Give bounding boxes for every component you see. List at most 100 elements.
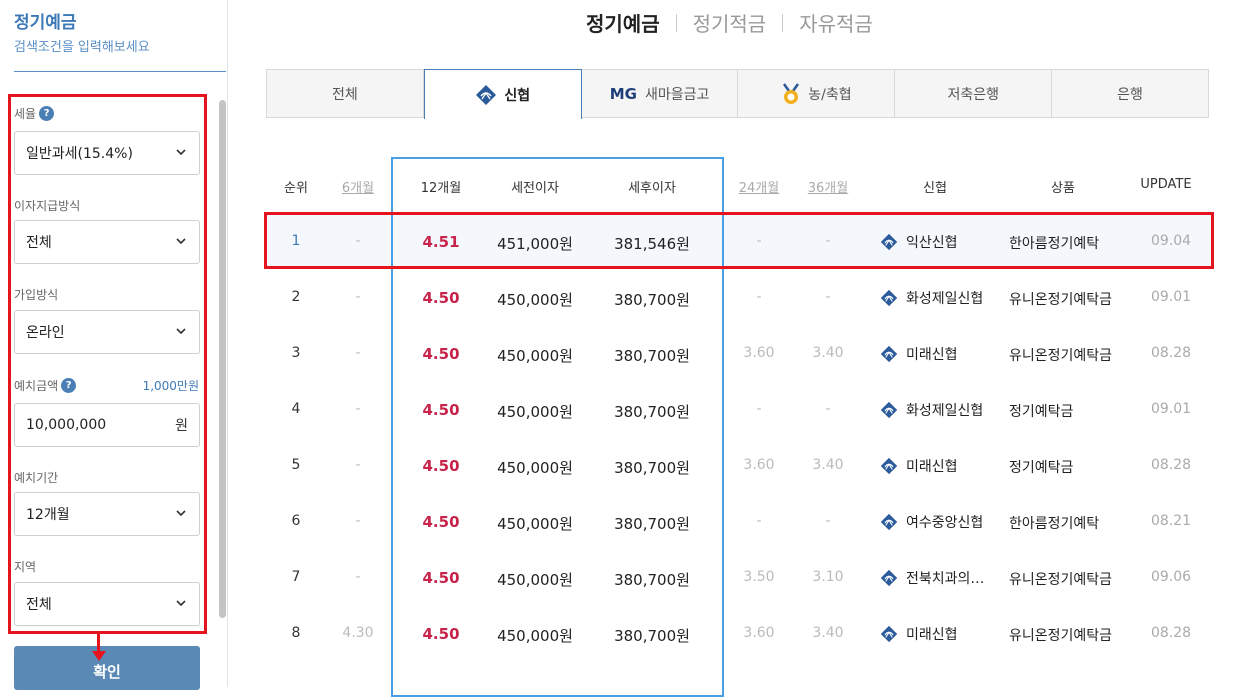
tab-nonghyup[interactable]: 농/축협 [738, 70, 896, 117]
filter-sidebar: 정기예금 검색조건을 입력해보세요 세율 ? 일반과세(15.4%) 이자지급방… [0, 0, 228, 690]
rate-6-month-cell: - [355, 289, 361, 305]
rate-36-month-cell: - [825, 233, 831, 249]
region-select[interactable]: 전체 [14, 582, 200, 626]
bank-cell[interactable]: 전북치과의… [880, 568, 984, 588]
tab-label: 농/축협 [808, 86, 852, 103]
update-cell: 09.04 [1150, 233, 1192, 249]
help-icon[interactable]: ? [61, 378, 77, 393]
header-36-month[interactable]: 36개월 [807, 181, 849, 196]
product-cell[interactable]: 유니온정기예탁금 [1009, 292, 1113, 308]
header-rank: 순위 [284, 181, 308, 196]
tax-label: 세율 ? [14, 105, 55, 122]
aftertax-interest-cell: 381,546원 [614, 235, 690, 253]
pretax-interest-cell: 450,000원 [497, 515, 573, 533]
chevron-down-icon [176, 238, 186, 245]
period-label: 예치기간 [14, 471, 59, 485]
rate-24-month-cell: - [756, 401, 762, 417]
pretax-interest-cell: 450,000원 [497, 347, 573, 365]
shinhyup-logo-icon [880, 401, 898, 419]
tab-fixed-deposit[interactable]: 정기예금 [586, 12, 660, 36]
product-cell[interactable]: 유니온정기예탁금 [1009, 572, 1113, 588]
bank-cell[interactable]: 화성제일신협 [880, 288, 983, 308]
rate-6-month-cell: - [355, 457, 361, 473]
divider [782, 13, 784, 32]
tab-savings-bank[interactable]: 저축은행 [895, 70, 1053, 117]
rank-cell: 6 [291, 513, 301, 529]
pretax-interest-cell: 450,000원 [497, 291, 573, 309]
tax-label-text: 세율 [14, 107, 37, 121]
tab-all[interactable]: 전체 [267, 70, 424, 117]
rate-24-month-cell: 3.60 [743, 457, 775, 473]
pretax-interest-cell: 450,000원 [497, 627, 573, 645]
tab-bank[interactable]: 은행 [1052, 70, 1208, 117]
shinhyup-logo-icon [475, 84, 497, 106]
rank-cell: 3 [291, 345, 301, 361]
nonghyup-logo-icon [781, 82, 801, 105]
deposit-amount-input[interactable]: 10,000,000 원 [14, 403, 200, 447]
tax-value: 일반과세(15.4%) [26, 146, 133, 162]
tab-shinhyup[interactable]: 신협 [423, 69, 582, 119]
bank-name: 익산신협 [906, 235, 958, 251]
interest-method-select[interactable]: 전체 [14, 220, 200, 264]
header-12-month[interactable]: 12개월 [420, 181, 462, 196]
bank-name: 미래신협 [906, 627, 958, 643]
confirm-button[interactable]: 확인 [14, 646, 200, 690]
rate-24-month-cell: 3.60 [743, 345, 775, 361]
deposit-amount-hint: 1,000만원 [142, 379, 199, 393]
product-cell[interactable]: 한아름정기예탁 [1009, 516, 1100, 532]
update-cell: 08.28 [1150, 625, 1192, 641]
rate-36-month-cell: - [825, 513, 831, 529]
tab-free-savings[interactable]: 자유적금 [799, 12, 873, 36]
join-method-label: 가입방식 [14, 288, 59, 302]
product-cell[interactable]: 정기예탁금 [1009, 404, 1074, 420]
header-6-month[interactable]: 6개월 [341, 181, 375, 196]
header-aftertax: 세후이자 [628, 181, 676, 196]
join-method-select[interactable]: 온라인 [14, 310, 200, 354]
shinhyup-logo-icon [880, 233, 898, 251]
divider [675, 13, 677, 32]
bank-cell[interactable]: 여수중앙신협 [880, 512, 983, 532]
pretax-interest-cell: 450,000원 [497, 571, 573, 589]
tab-mg[interactable]: MG 새마을금고 [582, 70, 739, 117]
bank-cell[interactable]: 익산신협 [880, 232, 958, 252]
rate-12-month-cell: 4.50 [422, 569, 460, 587]
update-cell: 09.06 [1150, 569, 1192, 585]
product-cell[interactable]: 한아름정기예탁 [1009, 236, 1100, 252]
rank-cell: 1 [291, 233, 301, 249]
deposit-amount-label: 예치금액 ? [14, 377, 77, 394]
shinhyup-logo-icon [880, 289, 898, 307]
bank-cell[interactable]: 화성제일신협 [880, 400, 983, 420]
rate-6-month-cell: - [355, 233, 361, 249]
bank-cell[interactable]: 미래신협 [880, 456, 958, 476]
pretax-interest-cell: 450,000원 [497, 403, 573, 421]
shinhyup-logo-icon [880, 345, 898, 363]
pretax-interest-cell: 451,000원 [497, 235, 573, 253]
rate-6-month-cell: - [355, 513, 361, 529]
sidebar-scrollbar[interactable] [219, 100, 226, 618]
rate-24-month-cell: 3.50 [743, 569, 775, 585]
tax-select[interactable]: 일반과세(15.4%) [14, 131, 200, 175]
period-select[interactable]: 12개월 [14, 492, 200, 536]
rate-36-month-cell: - [825, 401, 831, 417]
shinhyup-logo-icon [880, 569, 898, 587]
header-update: UPDATE [1140, 177, 1192, 192]
header-pretax: 세전이자 [511, 181, 559, 196]
rank-cell: 8 [291, 625, 301, 641]
product-cell[interactable]: 유니온정기예탁금 [1009, 348, 1113, 364]
product-cell[interactable]: 유니온정기예탁금 [1009, 628, 1113, 644]
aftertax-interest-cell: 380,700원 [614, 403, 690, 421]
tab-installment-savings[interactable]: 정기적금 [692, 12, 767, 36]
period-value: 12개월 [26, 507, 70, 523]
aftertax-interest-cell: 380,700원 [614, 347, 690, 365]
shinhyup-logo-icon [880, 457, 898, 475]
aftertax-interest-cell: 380,700원 [614, 459, 690, 477]
product-cell[interactable]: 정기예탁금 [1009, 460, 1074, 476]
bank-cell[interactable]: 미래신협 [880, 344, 958, 364]
tab-label: 신협 [504, 87, 531, 104]
help-icon[interactable]: ? [39, 106, 55, 121]
header-24-month[interactable]: 24개월 [738, 181, 780, 196]
bank-cell[interactable]: 미래신협 [880, 624, 958, 644]
rate-24-month-cell: - [756, 289, 762, 305]
rate-6-month-cell: - [355, 345, 361, 361]
header-product: 상품 [1051, 181, 1075, 196]
